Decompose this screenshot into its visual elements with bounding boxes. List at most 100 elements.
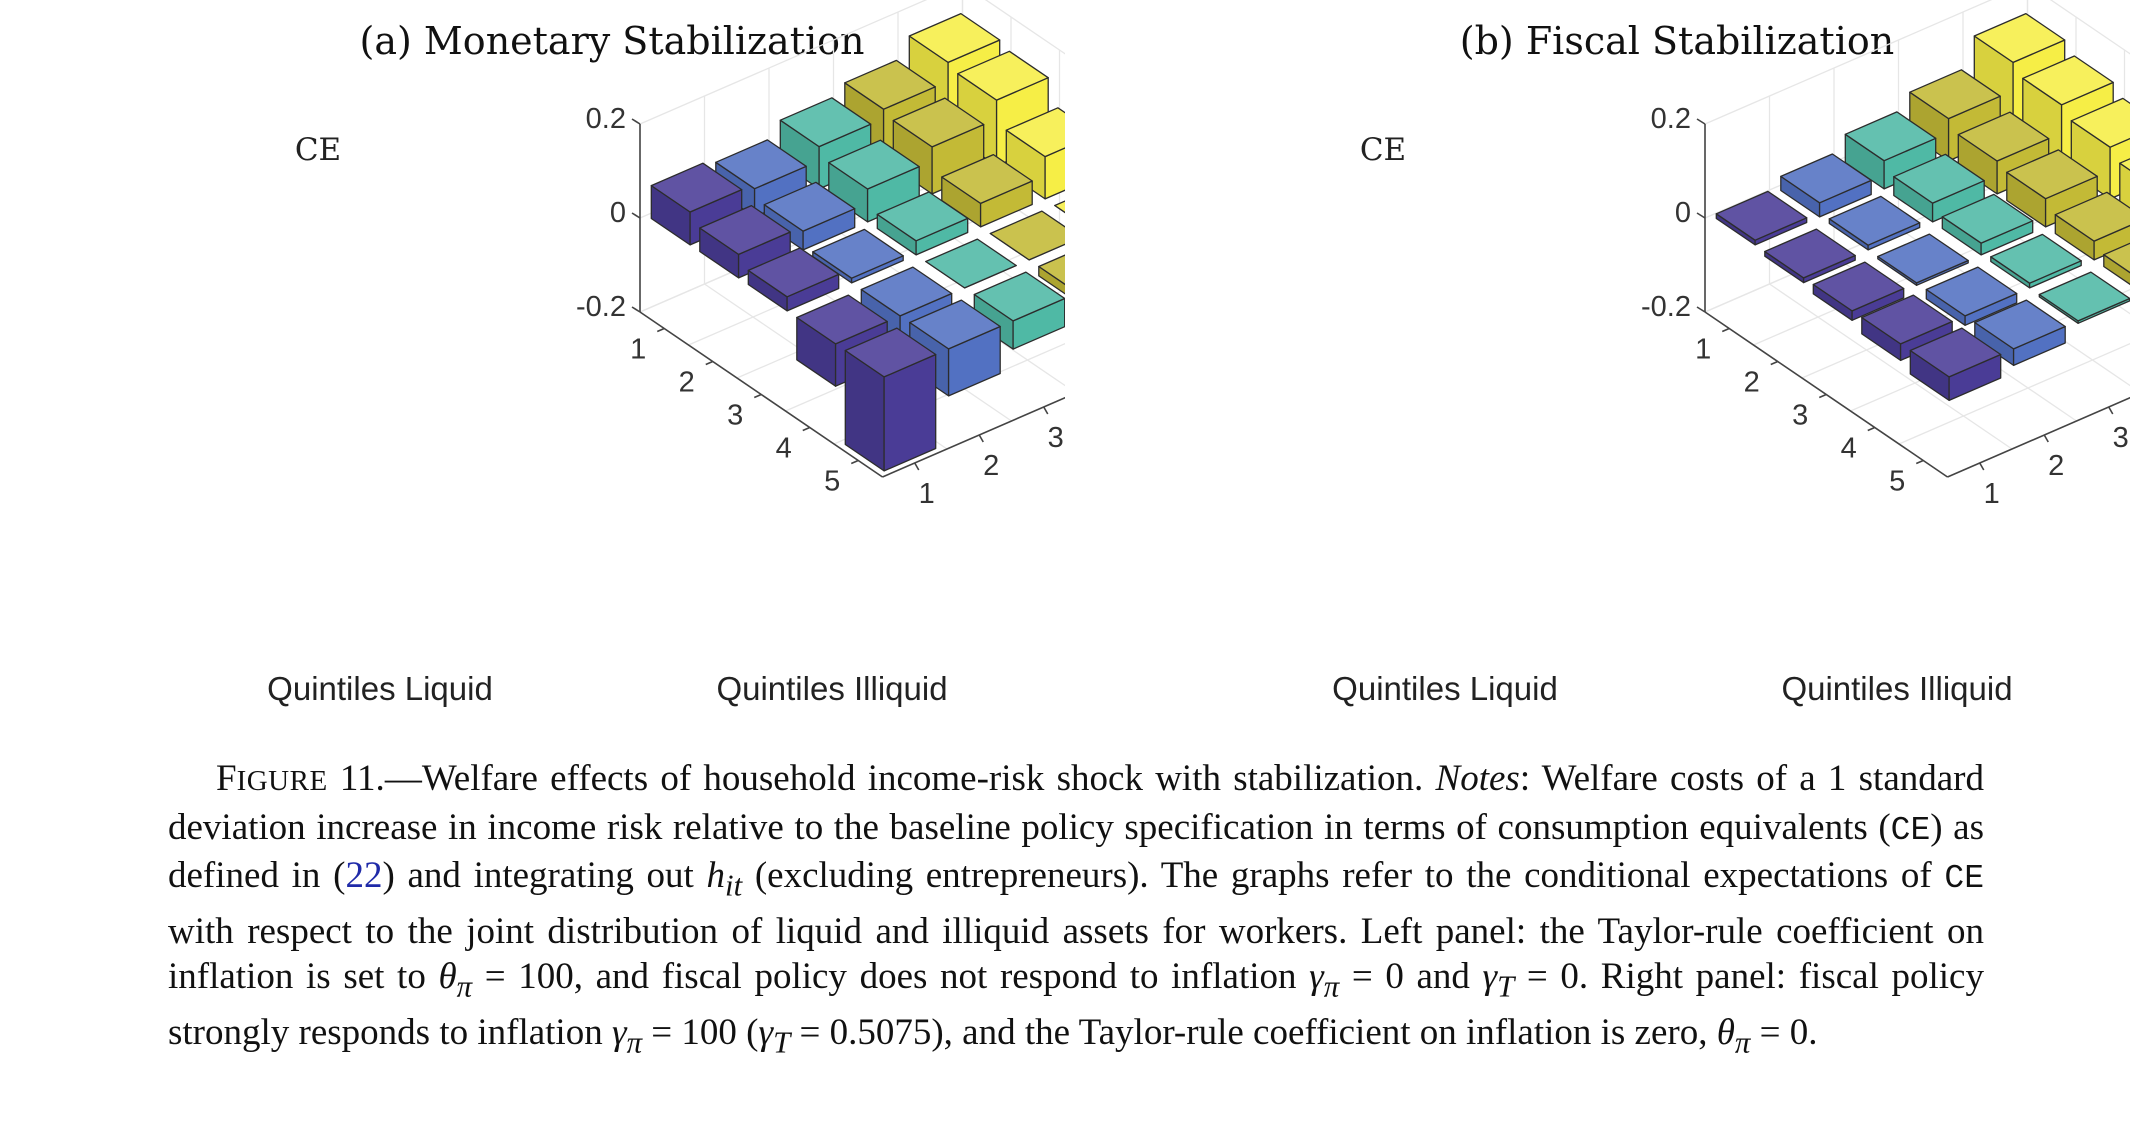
bar: [1780, 153, 1872, 218]
bar: [812, 228, 904, 284]
bar-top-face: [1861, 294, 1953, 345]
bar-top-face: [1941, 193, 2034, 244]
bar: [1828, 195, 1921, 251]
y-tick-label: 1: [1984, 478, 2000, 510]
y-tick-label: 3: [2113, 422, 2129, 454]
caption-text: , and fiscal policy does not respond to …: [573, 956, 1310, 998]
y-tick-label: 2: [983, 450, 999, 482]
y-tick: [2108, 406, 2114, 415]
caption-text: . Right panel: fiscal policy strongly re…: [168, 956, 1984, 1054]
bar-top-face: [1957, 111, 2050, 162]
y-axis-label: Quintiles Illiquid: [1781, 670, 2012, 707]
x-tick-label: 3: [727, 400, 743, 432]
bar-top-face: [1974, 299, 2066, 350]
math-t-subscript: T: [1497, 969, 1515, 1004]
math-pi-subscript: π: [1734, 1025, 1751, 1060]
z-tick: [631, 118, 641, 125]
math-theta: θ: [1716, 1012, 1735, 1054]
z-tick: [631, 212, 641, 219]
math-gamma: γ: [1309, 956, 1324, 998]
bar: [1941, 193, 2034, 256]
math-pi-subscript: π: [1323, 969, 1340, 1004]
grid-line-floor: [1898, 343, 2130, 445]
bar: [1990, 233, 2082, 289]
bar: [1715, 190, 1808, 246]
bar-side-face: [1038, 265, 1065, 295]
bar-top-face: [1812, 261, 1905, 312]
z-tick-label: 0.2: [586, 103, 626, 135]
z-axis-label: CE: [1360, 132, 1406, 168]
math-gamma: γ: [758, 1012, 774, 1054]
x-tick-label: 2: [1744, 367, 1760, 399]
bar-top-face: [925, 238, 1017, 289]
bar-top-face: [2022, 55, 2114, 106]
caption-text: ), and the Taylor-rule coefficient on in…: [931, 1012, 1717, 1054]
bar-top-face: [1925, 266, 2018, 317]
caption-h-subscript: it: [725, 868, 743, 903]
bar-top-face: [2006, 149, 2098, 200]
z-tick-label: -0.2: [576, 291, 626, 323]
z-axis-label: CE: [295, 132, 341, 168]
bar-top-face: [876, 191, 969, 242]
bar: [941, 153, 1033, 228]
bar: [989, 210, 1065, 261]
bar-top-face: [1715, 190, 1808, 241]
bar-top-face: [1780, 153, 1872, 204]
caption-ce-abbrev: CE: [1944, 860, 1984, 897]
math-equals-100: = 100: [642, 1012, 737, 1054]
bar-top-face: [747, 247, 840, 298]
x-tick-label: 5: [1889, 466, 1905, 498]
x-tick-label: 3: [1792, 400, 1808, 432]
grid-line-z: [1704, 0, 2130, 125]
chart-title: (a) Monetary Stabilization: [360, 19, 865, 63]
caption-text: and: [1403, 956, 1483, 998]
panel-fiscal-stabilization: (b) Fiscal Stabilization -0.2 0 0.2 1 2 3 4 5 1 2 3…: [1065, 0, 2130, 740]
bar-top-face: [2054, 191, 2130, 242]
bar-top-face: [1844, 111, 1937, 162]
bar-top-face: [1990, 233, 2082, 284]
x-tick: [1770, 360, 1779, 366]
bar-top-face: [828, 139, 920, 190]
math-equals-0: = 0: [1514, 956, 1579, 998]
caption-text: with respect to the joint distribution o…: [168, 910, 1984, 998]
bar-top-face: [1877, 233, 1969, 284]
bar: [1974, 299, 2066, 367]
x-tick: [1867, 426, 1876, 432]
equation-reference-link[interactable]: 22: [345, 855, 383, 896]
math-equals-0: = 0: [1339, 956, 1404, 998]
bars: [1715, 12, 2130, 402]
math-theta: θ: [438, 956, 457, 998]
bar-top-face: [1893, 153, 1985, 204]
y-tick: [1043, 406, 1049, 415]
z-tick-label: 0.2: [1651, 103, 1691, 135]
bar-top-face: [957, 50, 1049, 101]
bar-top-face: [812, 228, 904, 279]
caption-title: Welfare effects of household income-risk…: [421, 758, 1424, 799]
z-tick: [1696, 306, 1706, 313]
x-tick-label: 4: [1841, 433, 1857, 465]
grid-line-floor: [1769, 283, 2013, 450]
bar-top-face: [844, 59, 936, 110]
x-tick: [656, 327, 665, 333]
axes: -0.200.21234512345: [576, 103, 1065, 510]
bar-top-face: [1054, 200, 1065, 214]
y-tick-label: 2: [2048, 450, 2064, 482]
caption-notes-label: Notes: [1435, 758, 1520, 799]
z-tick: [1696, 212, 1706, 219]
bar: [747, 247, 840, 312]
x-tick-label: 1: [630, 334, 646, 366]
z-tick-label: 0: [610, 197, 626, 229]
bar-top-face: [2038, 271, 2130, 322]
bar: [1893, 153, 1985, 223]
caption-figure-number: 11.: [339, 758, 385, 799]
caption-text: (: [736, 1012, 759, 1054]
caption-dash: —: [384, 758, 422, 799]
bar-top-face: [973, 271, 1065, 322]
z-tick: [1696, 118, 1706, 125]
bar-top-face: [715, 139, 807, 190]
bars: [650, 12, 1065, 472]
x-tick: [1721, 327, 1730, 333]
